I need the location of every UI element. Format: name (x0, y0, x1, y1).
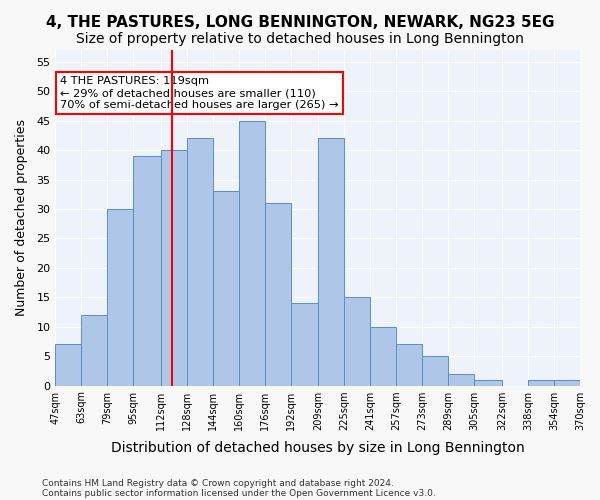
X-axis label: Distribution of detached houses by size in Long Bennington: Distribution of detached houses by size … (111, 441, 524, 455)
Text: 4 THE PASTURES: 119sqm
← 29% of detached houses are smaller (110)
70% of semi-de: 4 THE PASTURES: 119sqm ← 29% of detached… (60, 76, 338, 110)
Bar (82, 315, 107, 386)
Text: Contains HM Land Registry data © Crown copyright and database right 2024.: Contains HM Land Registry data © Crown c… (42, 478, 394, 488)
Bar (161, 150, 187, 386)
Text: Contains public sector information licensed under the Open Government Licence v3: Contains public sector information licen… (42, 488, 436, 498)
Bar (448, 374, 475, 386)
Bar (422, 356, 448, 386)
Bar (397, 344, 422, 386)
Bar (554, 380, 580, 386)
Text: 4, THE PASTURES, LONG BENNINGTON, NEWARK, NG23 5EG: 4, THE PASTURES, LONG BENNINGTON, NEWARK… (46, 15, 554, 30)
Bar (291, 303, 319, 386)
Bar (107, 209, 133, 386)
Bar (370, 326, 397, 386)
Bar (265, 203, 291, 386)
Bar (475, 380, 502, 386)
Bar (528, 380, 554, 386)
Text: Size of property relative to detached houses in Long Bennington: Size of property relative to detached ho… (76, 32, 524, 46)
Bar (213, 192, 239, 386)
Bar (187, 138, 213, 386)
Bar (55, 344, 82, 386)
Bar (319, 138, 344, 386)
Bar (133, 156, 161, 386)
Bar (239, 120, 265, 386)
Y-axis label: Number of detached properties: Number of detached properties (15, 120, 28, 316)
Bar (344, 297, 370, 386)
